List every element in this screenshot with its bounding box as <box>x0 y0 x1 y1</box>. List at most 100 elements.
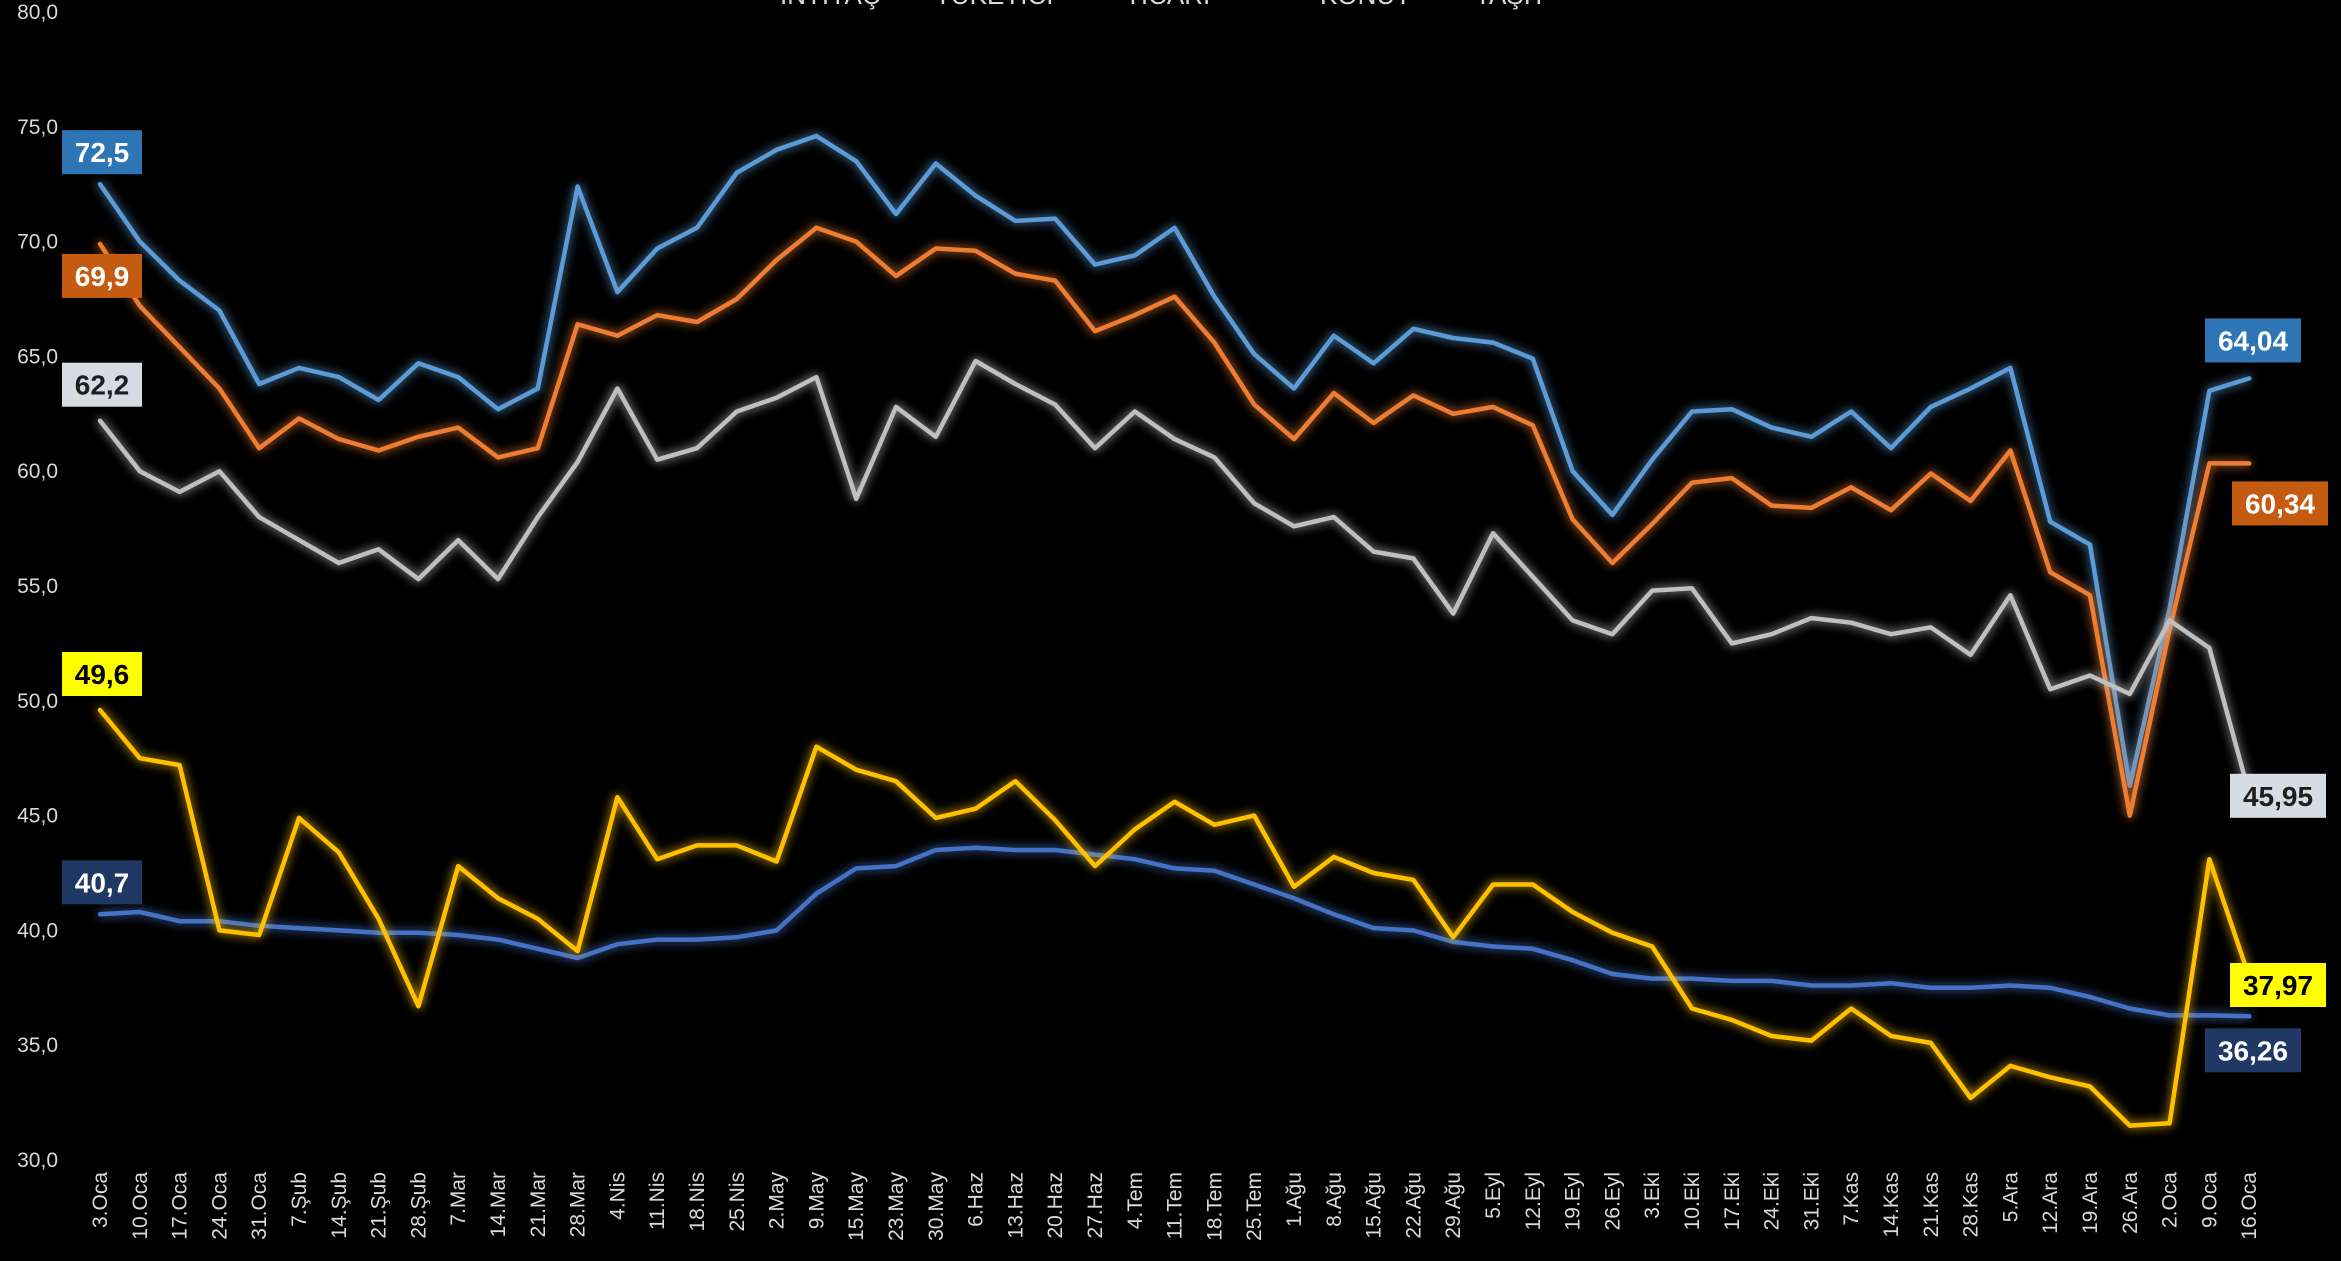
data-point-tuketici <box>2088 593 2092 597</box>
data-point-tuketici <box>1173 295 1177 299</box>
x-tick-label: 8.Ağu <box>1323 1172 1346 1227</box>
data-point-tasit <box>98 708 102 712</box>
data-point-tasit <box>1372 871 1376 875</box>
data-point-tuketici <box>2247 461 2251 465</box>
data-point-intiyac <box>377 398 381 402</box>
value-label: 49,6 <box>75 659 130 690</box>
data-point-intiyac <box>1212 295 1216 299</box>
data-point-ticari <box>1849 621 1853 625</box>
data-point-tasit <box>1770 1034 1774 1038</box>
data-point-ticari <box>217 469 221 473</box>
data-point-intiyac <box>1013 219 1017 223</box>
data-point-konut <box>1173 866 1177 870</box>
data-point-ticari <box>1770 632 1774 636</box>
data-point-tasit <box>576 949 580 953</box>
data-point-konut <box>2088 995 2092 999</box>
data-point-konut <box>1053 848 1057 852</box>
data-point-ticari <box>854 497 858 501</box>
data-point-tuketici <box>1889 508 1893 512</box>
data-point-intiyac <box>1451 336 1455 340</box>
data-point-tasit <box>775 860 779 864</box>
data-point-tasit <box>416 1004 420 1008</box>
data-point-intiyac <box>2048 520 2052 524</box>
value-label: 72,5 <box>75 137 130 168</box>
data-point-konut <box>456 933 460 937</box>
x-axis: 3.Oca 10.Oca 17.Oca 24.Oca 31.Oca 7.Şub 14.Şub… <box>89 1172 2261 1241</box>
data-point-ticari <box>178 490 182 494</box>
data-point-tuketici <box>98 242 102 246</box>
data-point-intiyac <box>1730 407 1734 411</box>
data-point-ticari <box>974 359 978 363</box>
data-point-tasit <box>2168 1121 2172 1125</box>
data-point-konut <box>1889 981 1893 985</box>
x-tick-label: 25.Tem <box>1243 1172 1266 1241</box>
data-point-tuketici <box>1212 341 1216 345</box>
data-point-tuketici <box>814 226 818 230</box>
data-point-tasit <box>1332 855 1336 859</box>
data-point-tuketici <box>576 322 580 326</box>
x-tick-label: 30.May <box>925 1172 948 1241</box>
data-point-konut <box>1411 928 1415 932</box>
data-point-ticari <box>1969 653 1973 657</box>
data-point-ticari <box>416 577 420 581</box>
data-point-konut <box>1252 882 1256 886</box>
data-point-ticari <box>1491 531 1495 535</box>
data-point-tuketici <box>1969 499 1973 503</box>
legend-label: İNTİYAÇ <box>780 0 881 10</box>
x-tick-label: 13.Haz <box>1004 1172 1027 1239</box>
data-point-intiyac <box>2168 607 2172 611</box>
data-point-ticari <box>456 538 460 542</box>
data-point-konut <box>695 938 699 942</box>
x-tick-label: 15.Ağu <box>1363 1172 1386 1239</box>
data-point-konut <box>1969 986 1973 990</box>
data-point-tasit <box>934 816 938 820</box>
data-point-tasit <box>1889 1034 1893 1038</box>
data-point-tasit <box>257 933 261 937</box>
legend-label: TİCARİ <box>1125 0 1210 10</box>
data-point-konut <box>2168 1013 2172 1017</box>
data-point-ticari <box>377 547 381 551</box>
value-label-box <box>2205 1028 2301 1073</box>
data-point-konut <box>1212 869 1216 873</box>
data-point-tasit <box>1093 864 1097 868</box>
data-point-tuketici <box>1610 561 1614 565</box>
data-point-tasit <box>1212 823 1216 827</box>
data-point-konut <box>178 919 182 923</box>
value-label: 40,7 <box>75 867 130 898</box>
data-point-konut <box>814 892 818 896</box>
data-point-ticari <box>536 515 540 519</box>
x-tick-label: 17.Eki <box>1721 1172 1744 1230</box>
data-point-konut <box>615 942 619 946</box>
data-point-intiyac <box>1849 410 1853 414</box>
data-point-intiyac <box>1650 458 1654 462</box>
data-point-ticari <box>1610 632 1614 636</box>
data-point-konut <box>1372 926 1376 930</box>
value-label: 60,34 <box>2245 488 2315 519</box>
y-tick-label: 70,0 <box>17 231 58 254</box>
data-point-ticari <box>1571 618 1575 622</box>
value-label-box <box>62 651 142 696</box>
x-tick-label: 18.Nis <box>686 1172 709 1232</box>
x-tick-label: 24.Eki <box>1761 1172 1784 1230</box>
data-point-tasit <box>695 843 699 847</box>
data-point-tuketici <box>934 246 938 250</box>
data-point-tuketici <box>1053 279 1057 283</box>
value-label-box <box>2232 481 2328 526</box>
data-point-ticari <box>1212 455 1216 459</box>
data-point-tasit <box>1730 1018 1734 1022</box>
data-point-ticari <box>576 460 580 464</box>
value-label-box <box>62 130 142 175</box>
y-tick-label: 30,0 <box>17 1149 58 1172</box>
data-point-tuketici <box>1531 423 1535 427</box>
x-tick-label: 14.Kas <box>1880 1172 1903 1237</box>
data-point-intiyac <box>615 290 619 294</box>
data-point-tuketici <box>1650 522 1654 526</box>
data-point-intiyac <box>217 308 221 312</box>
data-point-ticari <box>2207 646 2211 650</box>
data-point-intiyac <box>496 407 500 411</box>
data-point-intiyac <box>416 361 420 365</box>
data-point-ticari <box>1411 556 1415 560</box>
data-point-tasit <box>536 917 540 921</box>
data-point-tasit <box>1571 910 1575 914</box>
value-label-box <box>2230 773 2326 818</box>
